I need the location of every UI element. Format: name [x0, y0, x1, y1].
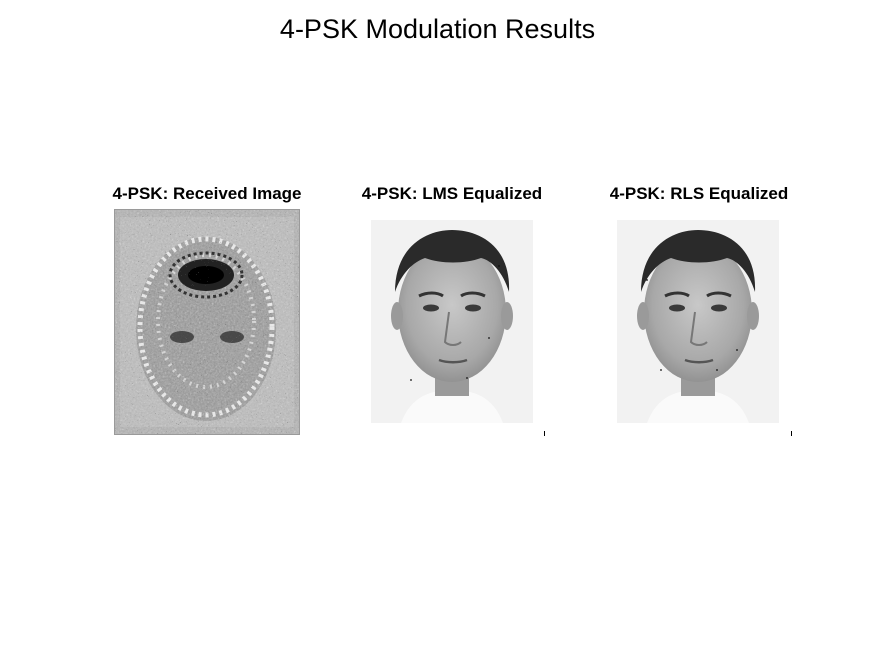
rls-face-image	[617, 220, 779, 423]
stray-pixel-mark	[791, 431, 792, 436]
stray-pixel-mark	[544, 431, 545, 436]
lms-face-image	[371, 220, 533, 423]
received-image	[114, 209, 300, 435]
figure-title: 4-PSK Modulation Results	[279, 14, 596, 44]
panel-title-received: 4-PSK: Received Image	[112, 184, 302, 203]
panel-title-lms: 4-PSK: LMS Equalized	[361, 184, 543, 203]
panel-title-rls: 4-PSK: RLS Equalized	[609, 184, 789, 203]
